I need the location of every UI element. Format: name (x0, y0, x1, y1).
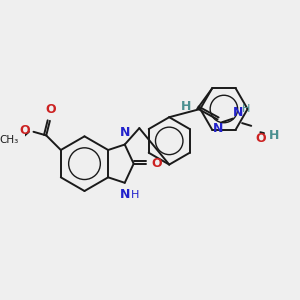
Text: N: N (213, 122, 224, 135)
Text: H: H (268, 129, 279, 142)
Text: CH₃: CH₃ (0, 135, 19, 145)
Text: N: N (120, 188, 130, 201)
Text: H: H (242, 104, 250, 114)
Text: H: H (131, 190, 140, 200)
Text: O: O (46, 103, 56, 116)
Text: N: N (232, 106, 243, 118)
Text: O: O (19, 124, 30, 137)
Text: N: N (120, 126, 130, 139)
Text: O: O (151, 157, 162, 170)
Text: H: H (181, 100, 191, 113)
Text: O: O (256, 132, 266, 145)
